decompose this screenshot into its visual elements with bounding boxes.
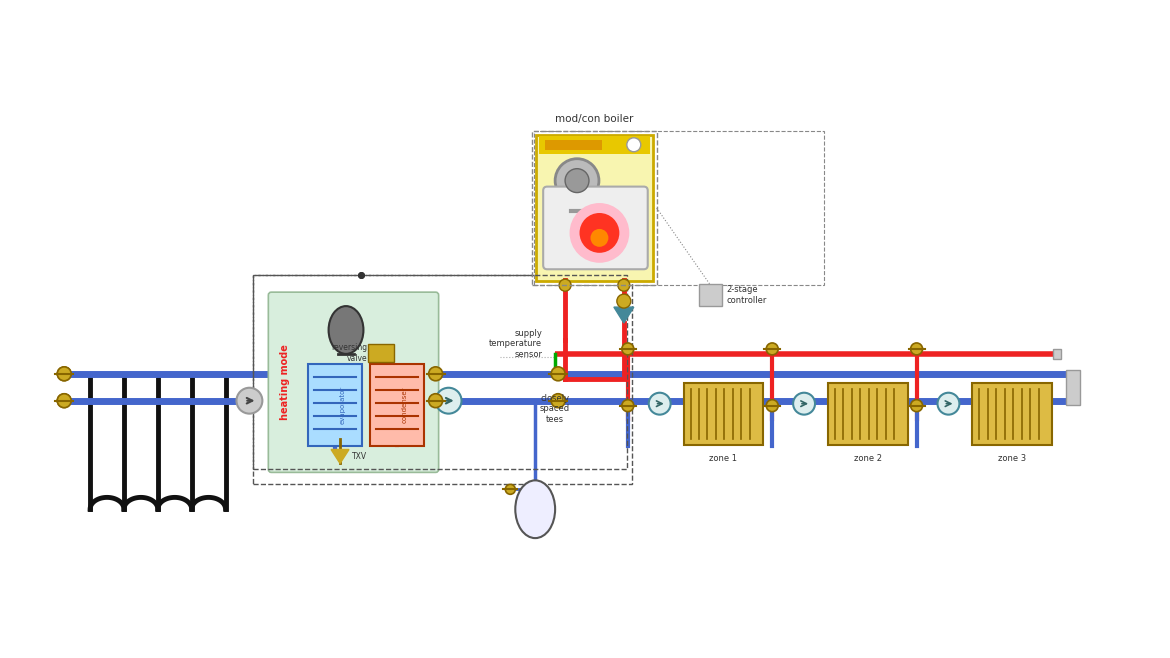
Circle shape bbox=[627, 138, 641, 152]
Circle shape bbox=[551, 393, 565, 408]
FancyBboxPatch shape bbox=[367, 344, 394, 362]
FancyBboxPatch shape bbox=[308, 364, 362, 445]
Ellipse shape bbox=[329, 306, 364, 354]
Circle shape bbox=[793, 393, 815, 415]
Text: 2-stage
controller: 2-stage controller bbox=[727, 286, 766, 305]
FancyBboxPatch shape bbox=[698, 284, 722, 306]
Text: closely
spaced
tees: closely spaced tees bbox=[541, 393, 570, 424]
Circle shape bbox=[559, 279, 571, 291]
FancyBboxPatch shape bbox=[543, 187, 648, 269]
Circle shape bbox=[57, 393, 71, 408]
Circle shape bbox=[57, 393, 71, 408]
Circle shape bbox=[617, 294, 631, 308]
Circle shape bbox=[621, 399, 634, 412]
FancyBboxPatch shape bbox=[828, 383, 908, 445]
Text: reversing
valve: reversing valve bbox=[331, 343, 367, 363]
FancyBboxPatch shape bbox=[370, 364, 424, 445]
Text: zone 1: zone 1 bbox=[709, 454, 737, 463]
Circle shape bbox=[565, 168, 589, 193]
Circle shape bbox=[505, 484, 515, 494]
Bar bbox=[254, 275, 627, 469]
Circle shape bbox=[648, 393, 670, 415]
Text: condenser: condenser bbox=[401, 386, 408, 423]
Circle shape bbox=[428, 367, 442, 381]
Text: TXV: TXV bbox=[352, 452, 367, 461]
Circle shape bbox=[57, 367, 71, 381]
Circle shape bbox=[766, 399, 778, 412]
Text: supply
temperature
sensor: supply temperature sensor bbox=[489, 329, 542, 359]
Text: zone 2: zone 2 bbox=[854, 454, 882, 463]
FancyBboxPatch shape bbox=[1053, 349, 1061, 359]
Circle shape bbox=[910, 399, 923, 412]
Polygon shape bbox=[614, 307, 634, 323]
FancyBboxPatch shape bbox=[536, 135, 653, 281]
Circle shape bbox=[766, 343, 778, 355]
Circle shape bbox=[428, 393, 442, 408]
Circle shape bbox=[579, 213, 619, 253]
FancyBboxPatch shape bbox=[268, 292, 439, 472]
Circle shape bbox=[435, 388, 461, 414]
Text: mod/con boiler: mod/con boiler bbox=[556, 114, 634, 124]
Ellipse shape bbox=[515, 480, 555, 538]
FancyBboxPatch shape bbox=[539, 136, 649, 154]
Circle shape bbox=[618, 279, 629, 291]
Circle shape bbox=[910, 343, 923, 355]
FancyBboxPatch shape bbox=[683, 383, 763, 445]
FancyBboxPatch shape bbox=[972, 383, 1052, 445]
Circle shape bbox=[591, 229, 608, 247]
Circle shape bbox=[621, 343, 634, 355]
Polygon shape bbox=[331, 449, 349, 463]
Circle shape bbox=[937, 393, 959, 415]
Bar bbox=[254, 275, 632, 484]
Circle shape bbox=[551, 367, 565, 381]
Text: evaporator: evaporator bbox=[340, 386, 346, 424]
Circle shape bbox=[57, 367, 71, 381]
Circle shape bbox=[570, 203, 629, 263]
Circle shape bbox=[555, 159, 599, 203]
Text: heating mode: heating mode bbox=[281, 344, 290, 420]
Bar bbox=[535, 131, 824, 285]
FancyBboxPatch shape bbox=[545, 139, 601, 150]
Text: zone 3: zone 3 bbox=[998, 454, 1026, 463]
FancyBboxPatch shape bbox=[1066, 370, 1080, 405]
Circle shape bbox=[236, 388, 262, 414]
